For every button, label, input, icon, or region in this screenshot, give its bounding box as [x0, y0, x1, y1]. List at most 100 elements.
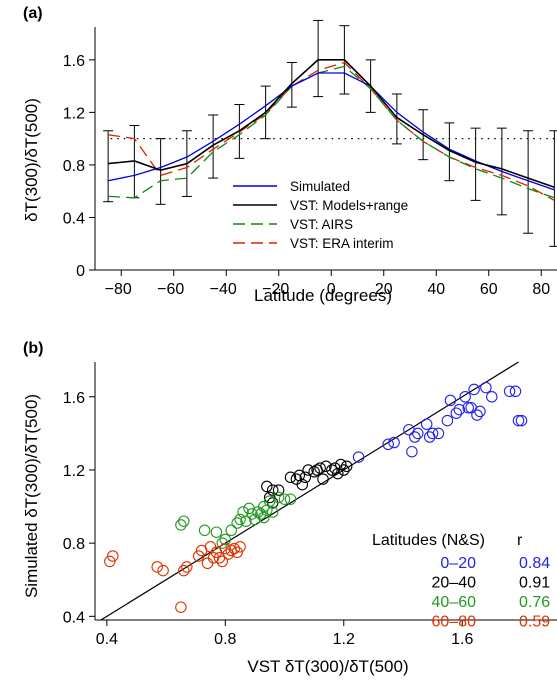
panel-b-point [420, 418, 433, 430]
panel-b-point [198, 524, 211, 537]
panel-b-point [471, 409, 483, 421]
panel-b-point [453, 403, 466, 416]
panel-b-x-tick-label: 0.4 [96, 631, 118, 648]
panel-a-series-line-vst-era-interim [108, 61, 555, 201]
panel-b-point [474, 405, 486, 418]
panel-b-ylabel: Simulated δT(300)/δT(500) [22, 394, 41, 598]
panel-b-point [272, 491, 285, 504]
panel-a-y-tick-label: 1.6 [63, 53, 85, 70]
panel-b-point [480, 381, 492, 394]
panel-b-point [515, 414, 528, 427]
panel-b-point [352, 451, 365, 463]
panel-b-point [338, 464, 350, 476]
panel-b-legend-r-value: 0.84 [519, 555, 550, 572]
panel-b-point [299, 471, 312, 484]
panel-b-x-tick-label: 0.8 [214, 631, 236, 648]
panel-b-legend-title: Latitudes (N&S) [372, 532, 485, 549]
panel-b-point [240, 515, 252, 527]
panel-b-legend-label: 60–80 [432, 614, 477, 631]
panel-a-x-tick-label: 80 [532, 281, 550, 298]
panel-b-point [314, 462, 326, 474]
panel-a-ylabel: δT(300)/δT(500) [22, 98, 41, 222]
panel-b-point [503, 385, 516, 398]
panel-b-point [272, 484, 285, 496]
panel-b-point [462, 401, 474, 414]
panel-b-point [382, 438, 394, 451]
panel-a-x-tick-label: 60 [480, 281, 498, 298]
panel-b-point [261, 480, 273, 493]
panel-b-point [278, 493, 291, 505]
panel-b-point [246, 508, 258, 520]
panel-b-point [432, 427, 445, 440]
panel-a-x-tick-label: 20 [375, 281, 393, 298]
panel-b-point [234, 541, 246, 553]
panel-b-point [409, 431, 421, 443]
panel-b-point [284, 471, 297, 484]
panel-b-point [317, 473, 329, 485]
panel-a-plot: 0 0.4 0.8 1.2 1.6 −80 −60 −40 −20 0 20 40 60 80 Simula… [63, 19, 557, 298]
panel-a-y-tick-label: 0 [76, 263, 85, 280]
panel-b-point [406, 445, 418, 458]
panel-b-point [444, 394, 457, 407]
panel-b-y-tick-label: 0.8 [63, 536, 85, 553]
panel-b-y-tick-label: 1.2 [63, 463, 85, 480]
panel-b-point [441, 414, 454, 427]
panel-a-x-tick-label: −80 [105, 281, 132, 298]
panel-b-point [468, 383, 480, 396]
panel-b-point [255, 508, 267, 520]
panel-b-point [329, 462, 341, 474]
panel-b-point [216, 537, 229, 549]
panel-b-point [388, 436, 400, 449]
panel-b-point [178, 564, 190, 577]
panel-b-point [157, 564, 169, 577]
panel-b-point [201, 557, 214, 570]
panel-b-point [192, 550, 205, 562]
panel-a-label: (a) [23, 5, 43, 22]
panel-b-point [204, 541, 217, 553]
panel-b-point [231, 517, 243, 529]
panel-b-point [175, 519, 187, 531]
panel-b-x-tick-label: 1.2 [333, 631, 355, 648]
panel-b-point [296, 478, 309, 491]
panel-b-xlabel: VST δT(300)/δT(500) [247, 657, 408, 676]
panel-a-legend-label: VST: AIRS [290, 217, 353, 232]
panel-b-point [326, 464, 338, 476]
panel-b-point [107, 550, 119, 562]
panel-a-series-line-vst-airs [108, 65, 555, 199]
panel-b-point [231, 546, 243, 559]
panel-a-xlabel: Latitude (degrees) [254, 286, 392, 305]
panel-a-y-tick-label: 1.2 [63, 105, 85, 122]
panel-b-point [486, 391, 498, 403]
panel-b-point [181, 561, 193, 573]
panel-b-point [263, 491, 276, 504]
panel-b-point [219, 542, 232, 555]
panel-a-x-tick-label: 0 [327, 281, 336, 298]
panel-a-legend-label: Simulated [290, 179, 350, 194]
panel-b-point [151, 561, 163, 573]
panel-a-y-tick-label: 0.4 [63, 210, 85, 227]
panel-b-legend-r-value: 0.91 [519, 575, 550, 592]
panel-a-legend-label: VST: ERA interim [290, 236, 394, 251]
panel-b-point [104, 555, 116, 568]
panel-b-point [266, 484, 279, 496]
panel-b-legend-label: 0–20 [440, 555, 476, 572]
panel-b-point [210, 526, 223, 538]
panel-a-x-tick-label: −20 [262, 281, 289, 298]
panel-b-point [178, 515, 190, 527]
panel-b-legend-r-header: r [517, 532, 523, 549]
panel-b-legend-r-value: 0.59 [519, 614, 550, 631]
panel-b-point [340, 460, 353, 473]
panel-a-series-line-vst-models-range [108, 58, 555, 188]
panel-b-legend-r-value: 0.76 [519, 594, 550, 611]
panel-b-point [219, 533, 232, 546]
panel-b-label: (b) [23, 340, 43, 357]
panel-b-point [284, 493, 297, 505]
panel-b-point [509, 385, 522, 398]
panel-b-point [302, 464, 314, 476]
panel-b-legend-label: 20–40 [432, 575, 477, 592]
panel-b-legend-background [366, 522, 557, 614]
panel-a-legend-label: VST: Models+range [290, 198, 408, 213]
panel-b-legend-label: 40–60 [432, 594, 477, 611]
panel-b-point [216, 555, 229, 568]
